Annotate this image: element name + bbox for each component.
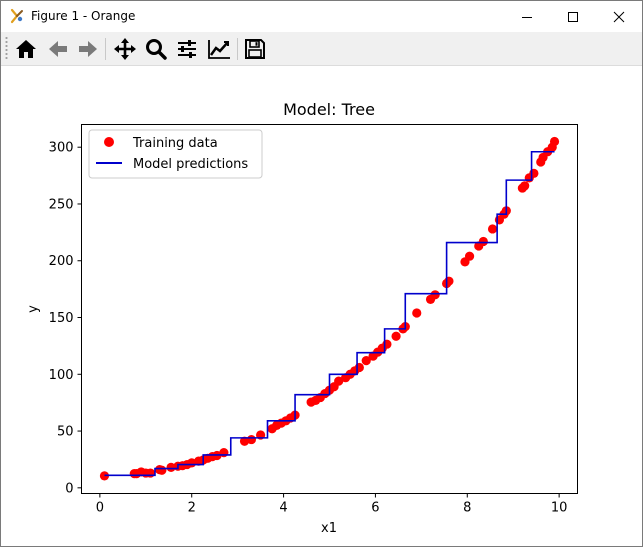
navigation-toolbar [1,32,642,66]
x-tick-label: 4 [279,501,287,516]
training-data-point [361,356,371,366]
forward-button[interactable] [74,35,102,63]
arrow-left-icon [49,41,67,57]
training-data-point [444,276,454,286]
toolbar-separator [237,38,238,60]
toolbar-separator [105,38,106,60]
y-axis-label: y [26,305,41,313]
training-data-point [412,308,422,318]
training-data-point [529,168,539,178]
magnifier-icon [146,39,167,60]
training-data-point [549,136,560,147]
y-tick-label: 100 [49,368,74,383]
toolbar-grip[interactable] [5,36,8,61]
training-data-point [334,376,344,386]
x-tick-label: 6 [371,501,379,516]
minimize-button[interactable] [504,1,550,32]
sliders-icon [178,40,196,58]
close-button[interactable] [596,1,642,32]
training-data-point [487,224,498,234]
back-button[interactable] [44,35,72,63]
x-tick-label: 10 [551,501,568,516]
legend-marker-training [104,137,114,147]
training-data-point [354,362,364,373]
y-tick-label: 300 [49,141,74,156]
x-axis-label: x1 [321,521,337,536]
edit-axis-button[interactable] [205,35,233,63]
x-tick-label: 0 [96,501,104,516]
legend-box [88,129,263,179]
title-bar[interactable]: Figure 1 - Orange [1,1,642,32]
zoom-button[interactable] [142,35,170,63]
y-tick-label: 250 [49,197,74,212]
maximize-button[interactable] [550,1,596,32]
save-button[interactable] [241,35,269,63]
minimize-icon [522,16,532,18]
y-tick-label: 50 [57,425,74,440]
training-data-point [478,236,488,247]
training-data-point [166,462,176,472]
pan-button[interactable] [111,35,139,63]
legend-label-training: Training data [132,136,218,151]
training-data-point [145,468,155,478]
model-predictions-line [104,150,555,477]
training-data-point [520,181,530,191]
python-app-icon [10,8,23,24]
home-button[interactable] [12,35,40,63]
training-data-point [246,434,257,445]
training-data-point [239,436,250,446]
x-tick-label: 2 [188,501,196,516]
training-data-point [430,290,440,300]
line-chart-icon [208,40,230,59]
x-tick-label: 8 [463,501,471,516]
figure-canvas[interactable]: Model: Tree 0 2 4 6 8 10 0 50 100 150 200 250 300 x1… [1,66,642,546]
configure-subplots-button[interactable] [173,35,201,63]
training-data-point [391,331,401,341]
legend-label-model: Model predictions [133,157,248,172]
y-tick-label: 150 [49,311,74,326]
y-tick-label: 0 [65,481,73,496]
maximize-icon [568,11,578,22]
arrow-right-icon [79,41,97,57]
training-data-point [157,465,167,475]
close-icon [613,11,625,22]
training-data-point [464,251,475,261]
training-data-point [382,339,392,349]
y-tick-label: 200 [49,254,74,269]
home-icon [16,40,36,58]
move-icon [114,38,136,60]
training-data-point [219,448,229,458]
chart-title: Model: Tree [283,100,375,119]
legend[interactable]: Training data Model predictions [88,129,263,179]
window-title: Figure 1 - Orange [31,9,136,23]
floppy-disk-icon [245,39,265,59]
plot-frame [81,124,578,494]
